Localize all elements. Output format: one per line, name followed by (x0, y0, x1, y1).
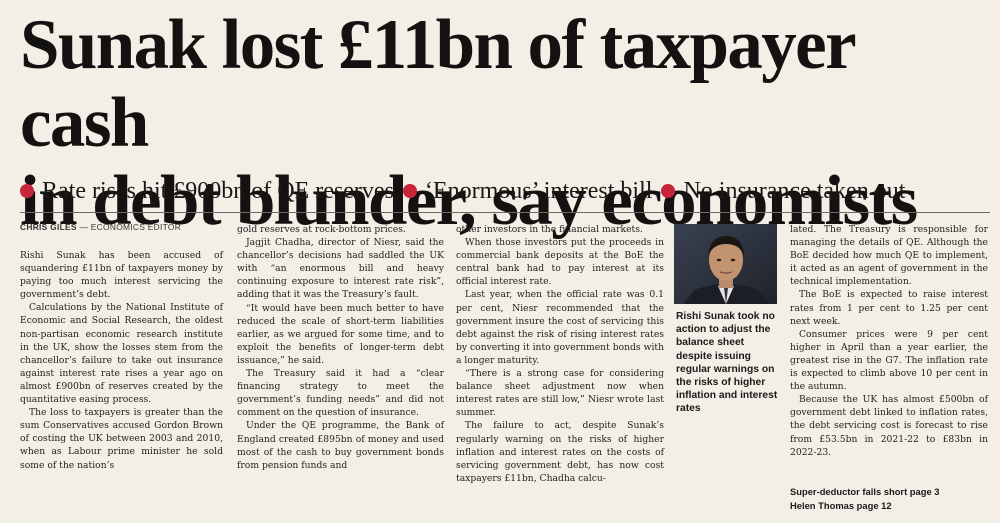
paragraph: The loss to taxpayers is greater than th… (20, 407, 223, 471)
strap-text: Rate rises hit £900bn of QE reserves (42, 177, 394, 204)
paragraph: Under the QE programme, the Bank of Engl… (237, 420, 444, 471)
byline-name: CHRIS GILES (20, 222, 77, 232)
byline: CHRIS GILES — ECONOMICS EDITOR (20, 222, 181, 232)
paragraph: Consumer prices were 9 per cent higher i… (790, 328, 988, 393)
article-column-3: other investors in the financial markets… (456, 223, 664, 485)
reference-link[interactable]: Super-deductor falls short page 3 (790, 486, 940, 497)
paragraph: Rishi Sunak has been accused of squander… (20, 250, 223, 301)
bullet-icon (661, 184, 676, 198)
paragraph: The BoE is expected to raise interest ra… (790, 289, 988, 327)
reference-link[interactable]: Helen Thomas page 12 (790, 500, 892, 511)
headline-line-1: Sunak lost £11bn of taxpayer cash (20, 6, 855, 162)
paragraph: The Treasury said it had a “clear financ… (237, 368, 444, 419)
paragraph: lated. The Treasury is responsible for m… (790, 224, 988, 288)
portrait-photo (674, 224, 777, 304)
strapline: Rate rises hit £900bn of QE reserves ‘En… (20, 176, 990, 206)
portrait-illustration (674, 224, 777, 304)
paragraph: When those investors put the proceeds in… (456, 237, 664, 288)
page-references: Super-deductor falls short page 3 Helen … (790, 485, 988, 513)
strap-item: No insurance taken out (661, 178, 905, 205)
bullet-icon (20, 184, 34, 198)
paragraph: “There is a strong case for considering … (456, 368, 664, 419)
strap-item: ‘Enormous’ interest bill (402, 177, 653, 205)
paragraph: “It would have been much better to have … (237, 302, 444, 366)
strap-text: No insurance taken out (683, 177, 906, 204)
article-column-2: gold reserves at rock-bottom prices. Jag… (237, 223, 444, 472)
byline-role: ECONOMICS EDITOR (90, 222, 182, 232)
article-column-1: Rishi Sunak has been accused of squander… (20, 249, 223, 472)
strap-item: Rate rises hit £900bn of QE reserves (20, 178, 394, 205)
paragraph: Because the UK has almost £500bn of gove… (790, 394, 988, 458)
article-column-4: lated. The Treasury is responsible for m… (790, 223, 988, 459)
strap-text: ‘Enormous’ interest bill (424, 177, 653, 204)
divider (20, 212, 990, 213)
paragraph: Last year, when the official rate was 0.… (456, 289, 664, 366)
paragraph: Calculations by the National Institute o… (20, 302, 223, 406)
paragraph: gold reserves at rock-bottom prices. (237, 224, 406, 235)
paragraph: Jagjit Chadha, director of Niesr, said t… (237, 237, 444, 301)
photo-caption: Rishi Sunak took no action to adjust the… (676, 311, 778, 415)
paragraph: The failure to act, despite Sunak’s regu… (456, 420, 664, 484)
byline-separator: — (79, 222, 89, 232)
bullet-icon (402, 184, 417, 198)
paragraph: other investors in the financial markets… (456, 224, 643, 235)
